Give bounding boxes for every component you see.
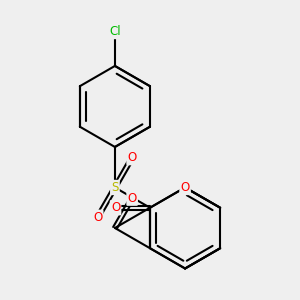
- Text: S: S: [111, 181, 118, 194]
- Text: Cl: Cl: [109, 25, 121, 38]
- Text: O: O: [128, 151, 137, 164]
- Text: O: O: [111, 201, 120, 214]
- Text: O: O: [93, 211, 102, 224]
- Text: O: O: [181, 181, 190, 194]
- Text: O: O: [128, 192, 137, 205]
